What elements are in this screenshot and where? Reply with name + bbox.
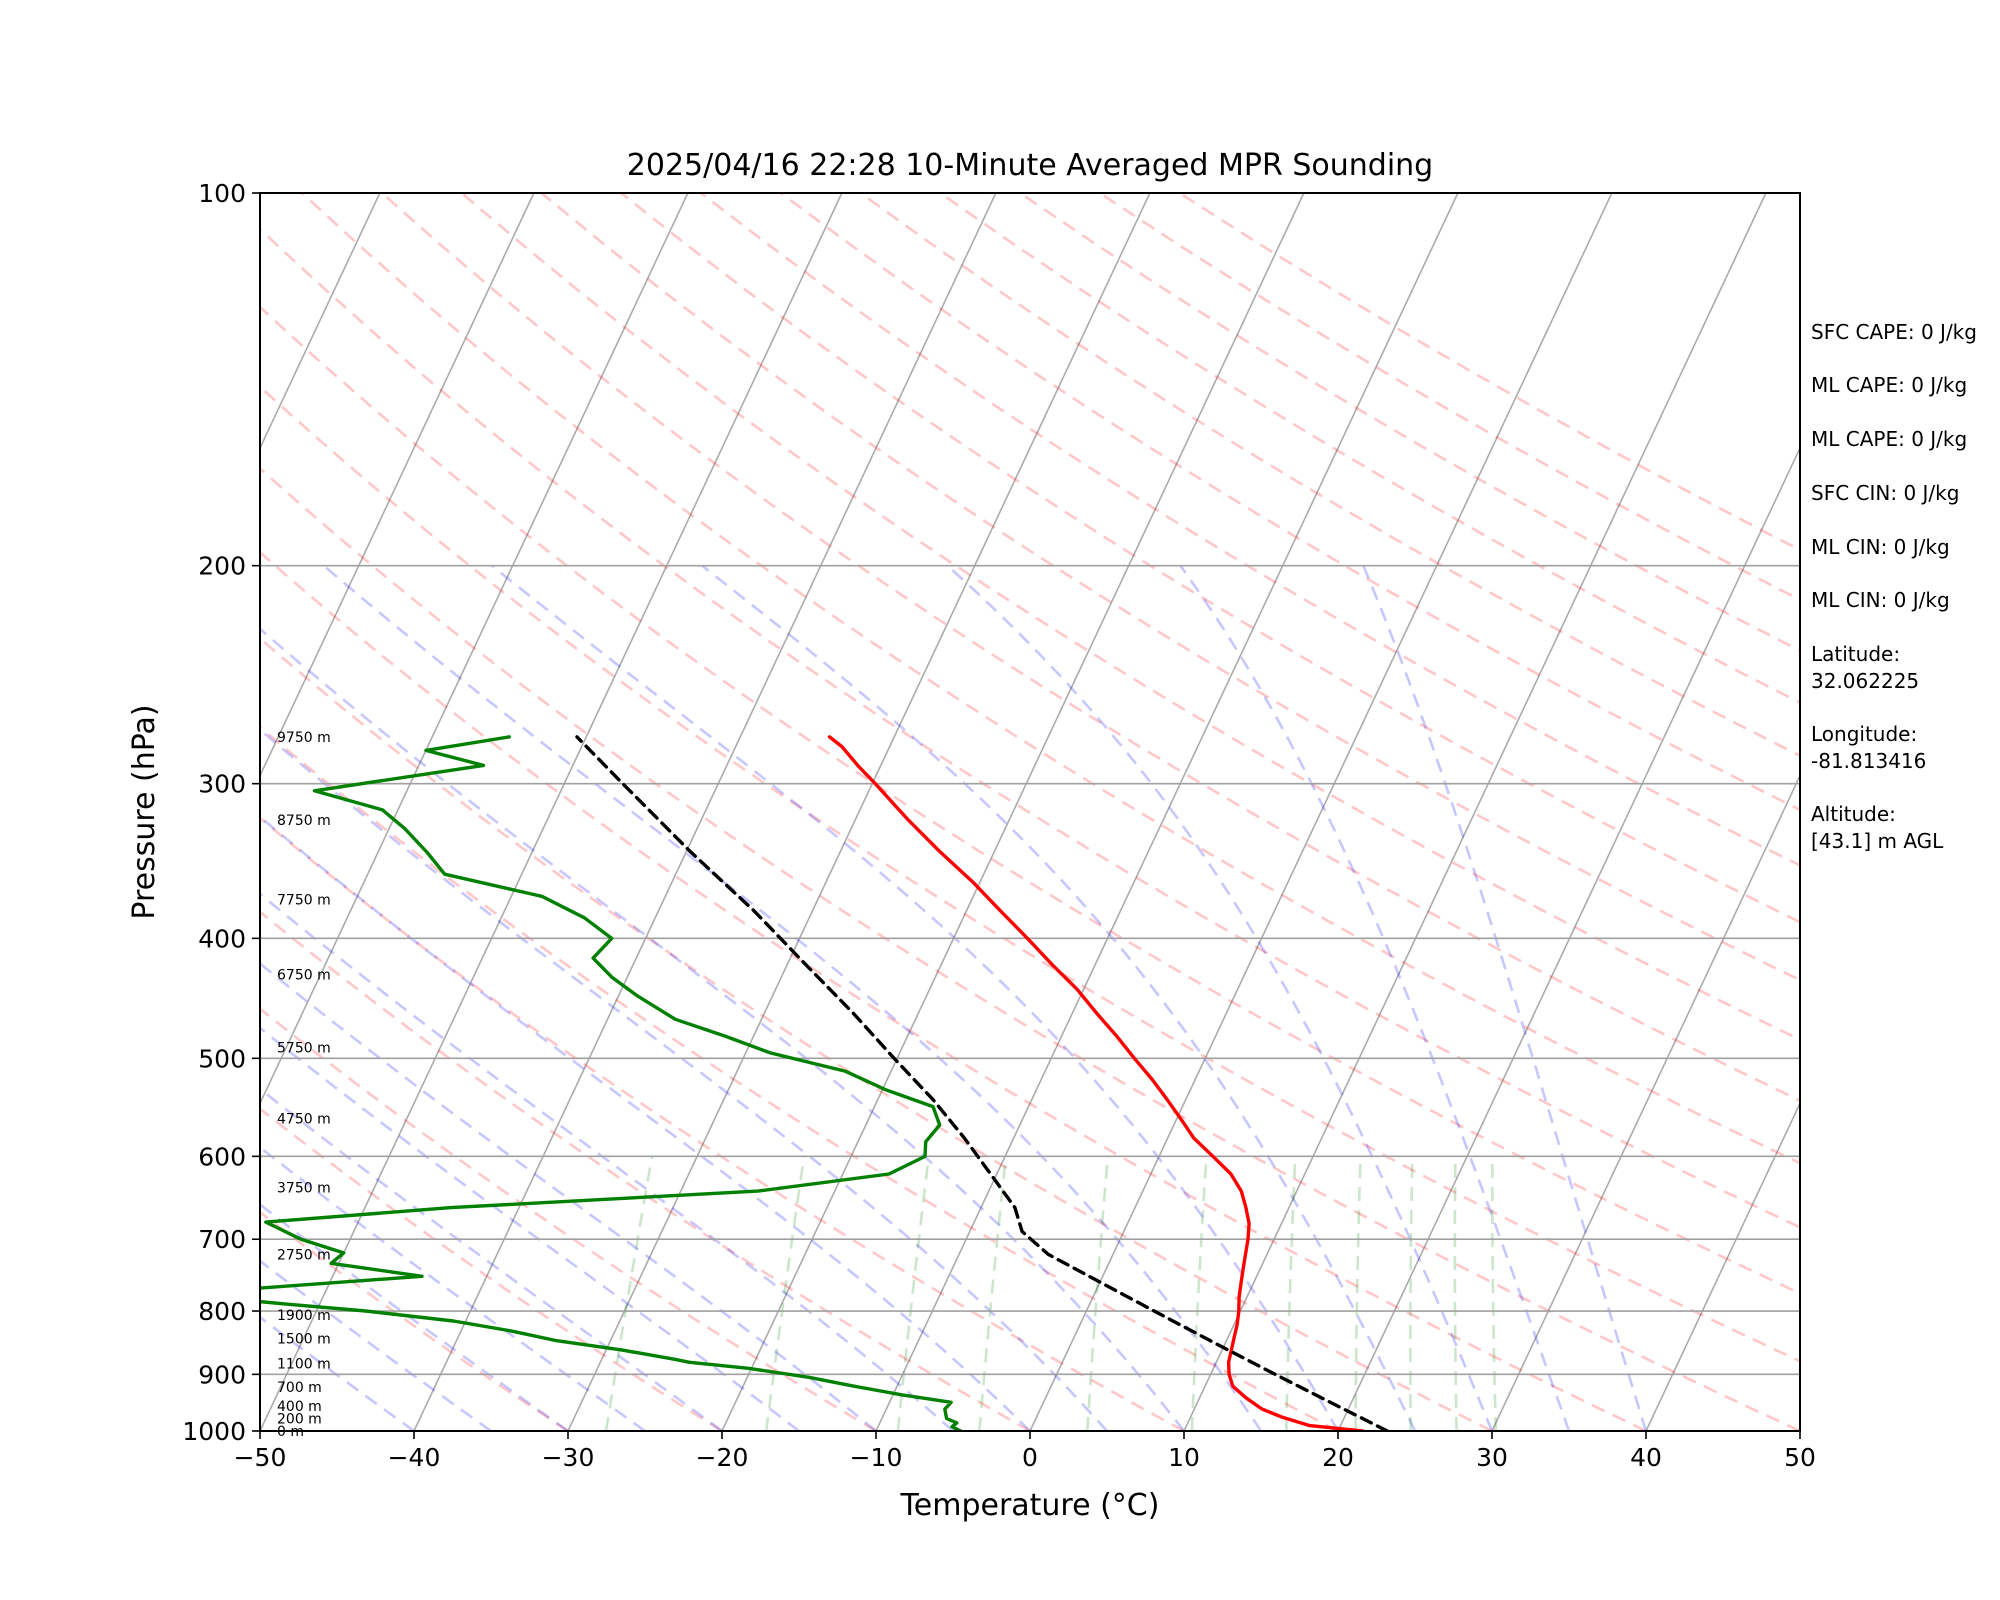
temperature-profile-line: [827, 735, 1365, 1431]
x-axis-label: Temperature (°C): [900, 1488, 1160, 1523]
height-label: 0 m: [277, 1424, 304, 1440]
moist-adiabat-line: [260, 815, 1031, 1431]
latitude-value: 32.062225: [1811, 669, 1919, 693]
isotherm-line: [260, 193, 535, 778]
isotherm-line: [260, 193, 689, 1106]
x-tick-label: −30: [542, 1443, 595, 1472]
dry-adiabat-line: [301, 193, 1800, 1165]
height-label: 2750 m: [277, 1247, 331, 1263]
latitude-label: Latitude:: [1811, 642, 1900, 666]
dry-adiabat-line: [260, 816, 1185, 1431]
dry-adiabat-line: [260, 227, 1800, 1229]
moist-adiabat-line: [260, 727, 1108, 1431]
isotherm-line: [1337, 446, 1800, 1431]
x-tick-label: 0: [1022, 1443, 1038, 1472]
sfc-cin-text: SFC CIN: 0 J/kg: [1811, 481, 1959, 505]
dry-adiabat-line: [620, 193, 1800, 924]
height-label: 3750 m: [277, 1181, 331, 1197]
ml-cin-text-2: ML CIN: 0 J/kg: [1811, 588, 1950, 612]
x-tick-label: −20: [696, 1443, 749, 1472]
y-axis-label: Pressure (hPa): [127, 704, 162, 919]
dry-adiabat-line: [380, 193, 1800, 1103]
x-tick-label: 40: [1630, 1443, 1662, 1472]
dewpoint-profile-line: [260, 735, 963, 1431]
height-label: 700 m: [277, 1380, 322, 1396]
chart-title: 2025/04/16 22:28 10-Minute Averaged MPR …: [627, 148, 1433, 183]
dry-adiabat-line: [260, 550, 1647, 1431]
longitude-label: Longitude:: [1811, 722, 1917, 746]
height-label: 200 m: [277, 1411, 322, 1427]
x-tick-label: 50: [1784, 1443, 1816, 1472]
parcel-profile-line: [575, 735, 1390, 1431]
height-label: 5750 m: [277, 1040, 331, 1056]
dry-adiabat-line: [700, 193, 1800, 867]
x-tick-label: 30: [1476, 1443, 1508, 1472]
y-tick-label: 600: [198, 1142, 246, 1171]
height-label: 9750 m: [277, 730, 331, 746]
ml-cin-text: ML CIN: 0 J/kg: [1811, 535, 1950, 559]
height-label: 400 m: [277, 1399, 322, 1415]
dry-adiabat-line: [260, 1007, 877, 1431]
x-axis-ticks: −50 −40 −30 −20 −10 0 10 20 30 40 50: [234, 1431, 1816, 1472]
altitude-label: Altitude:: [1811, 802, 1896, 826]
dry-adiabat-line: [260, 725, 1339, 1431]
isotherm-line: [721, 193, 1305, 1431]
dry-adiabat-line: [540, 193, 1800, 982]
y-axis-ticks: 1000 900 800 700 600 500 400 300 200 100: [182, 179, 260, 1446]
ml-cape-text-2: ML CAPE: 0 J/kg: [1811, 427, 1967, 451]
profile-lines: [260, 735, 1390, 1431]
dry-adiabat-line: [260, 305, 1800, 1295]
isotherm-line: [567, 193, 1151, 1431]
y-tick-label: 100: [198, 179, 246, 208]
info-panel: SFC CAPE: 0 J/kg ML CAPE: 0 J/kg ML CAPE…: [1811, 320, 1977, 853]
ml-cape-text: ML CAPE: 0 J/kg: [1811, 373, 1967, 397]
y-tick-label: 1000: [182, 1417, 246, 1446]
dry-adiabat-line: [260, 636, 1493, 1431]
moist-adiabat-line: [1179, 564, 1571, 1431]
longitude-value: -81.813416: [1811, 749, 1926, 773]
y-tick-label: 700: [198, 1225, 246, 1254]
isotherm-line: [260, 193, 381, 450]
height-label: 1900 m: [277, 1308, 331, 1324]
dry-adiabat-line: [859, 193, 1800, 758]
isotherm-line: [875, 193, 1459, 1431]
height-label: 1500 m: [277, 1332, 331, 1348]
height-label: 1100 m: [277, 1356, 331, 1372]
y-tick-label: 500: [198, 1044, 246, 1073]
x-tick-label: 10: [1168, 1443, 1200, 1472]
x-tick-label: −50: [234, 1443, 287, 1472]
dry-adiabat-line: [779, 193, 1800, 812]
dry-adiabat-line: [260, 466, 1800, 1431]
height-label: 6750 m: [277, 968, 331, 984]
dry-adiabat-line: [260, 910, 1031, 1431]
isotherm-line: [1491, 773, 1800, 1431]
moist-adiabat-line: [260, 961, 877, 1431]
isotherm-line: [260, 193, 843, 1431]
y-tick-label: 800: [198, 1297, 246, 1326]
y-tick-label: 900: [198, 1360, 246, 1389]
x-tick-label: −10: [850, 1443, 903, 1472]
height-label: 8750 m: [277, 813, 331, 829]
y-tick-label: 200: [198, 552, 246, 581]
x-tick-label: −40: [388, 1443, 441, 1472]
dry-adiabat-line: [460, 193, 1800, 1042]
isotherm-line: [1029, 193, 1613, 1431]
x-tick-label: 20: [1322, 1443, 1354, 1472]
sfc-cape-text: SFC CAPE: 0 J/kg: [1811, 320, 1977, 344]
height-label: 7750 m: [277, 892, 331, 908]
dry-adiabat-line: [260, 384, 1800, 1363]
isotherm-line: [1183, 193, 1767, 1431]
isotherm-line: [1645, 1101, 1800, 1431]
height-label: 4750 m: [277, 1111, 331, 1127]
y-tick-label: 400: [198, 924, 246, 953]
altitude-value: [43.1] m AGL: [1811, 829, 1944, 853]
isotherm-line: [413, 193, 997, 1431]
dry-adiabat-line: [939, 193, 1800, 704]
y-tick-label: 300: [198, 770, 246, 799]
